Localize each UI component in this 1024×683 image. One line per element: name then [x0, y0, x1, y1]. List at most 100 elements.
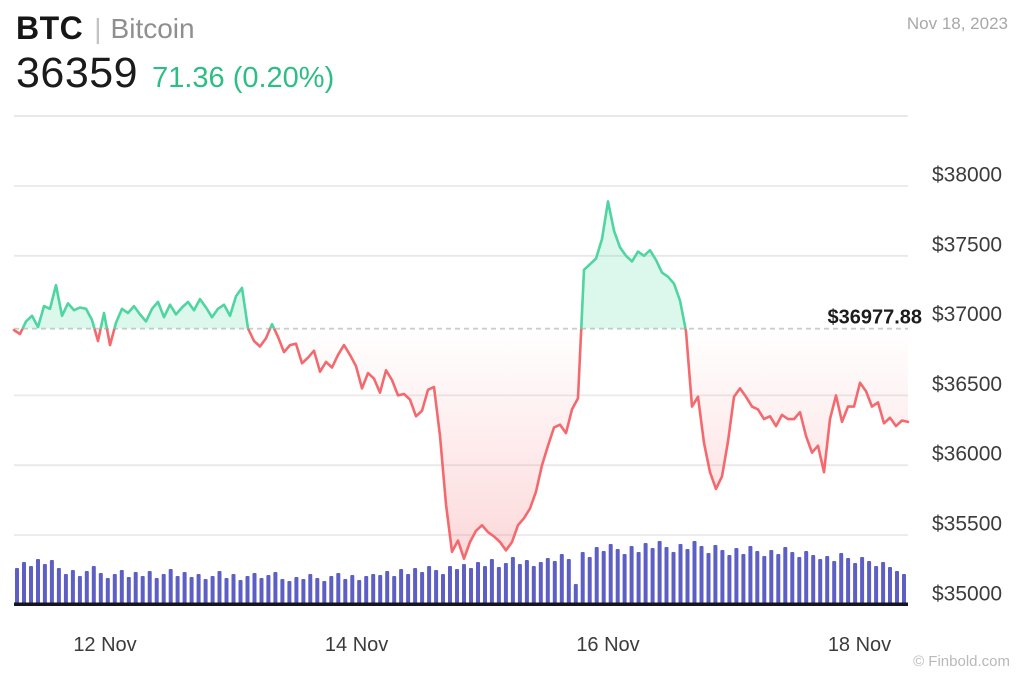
volume-bar [154, 578, 159, 604]
volume-bar [357, 580, 362, 604]
volume-bar [601, 551, 606, 604]
volume-bar [77, 576, 82, 604]
volume-bar [517, 564, 522, 604]
volume-bar [455, 569, 459, 604]
volume-bar [336, 573, 341, 604]
volume-bar [182, 572, 187, 604]
volume-bar [881, 562, 886, 604]
volume-bar [476, 562, 480, 604]
volume-bar [636, 552, 641, 604]
y-axis-label: $36000 [932, 443, 1002, 466]
volume-bar [238, 580, 243, 604]
volume-bar [839, 553, 844, 604]
volume-bar [406, 574, 411, 604]
volume-bar [895, 571, 899, 604]
volume-bar [245, 576, 250, 604]
volume-bar [224, 578, 229, 604]
volume-bar [84, 571, 89, 604]
volume-bar [608, 544, 613, 604]
volume-bar [531, 566, 536, 604]
volume-bar [727, 555, 732, 604]
volume-bar [42, 564, 47, 604]
volume-bar [217, 571, 222, 604]
volume-bar [70, 570, 75, 604]
volume-bar [385, 571, 390, 604]
volume-bar [420, 572, 425, 604]
volume-bar [448, 566, 452, 604]
volume-bar [364, 576, 369, 604]
volume-bar [252, 573, 257, 604]
volume-bar [371, 574, 376, 604]
volume-bar [643, 543, 648, 604]
volume-bar [56, 568, 61, 604]
volume-bar [147, 571, 152, 604]
volume-bar [378, 575, 383, 604]
volume-bar [49, 560, 54, 604]
volume-bar [888, 567, 892, 604]
volume-bar [748, 546, 753, 604]
volume-bar [902, 574, 906, 604]
volume-bar [350, 575, 355, 604]
volume-bar [559, 554, 564, 604]
volume-bar [29, 566, 33, 604]
volume-bar [650, 548, 655, 604]
volume-bar [98, 573, 103, 604]
volume-bar [832, 561, 837, 604]
volume-bar [846, 558, 851, 604]
volume-bar [629, 546, 634, 604]
x-axis-base [14, 602, 908, 606]
y-axis-label: $38000 [932, 164, 1002, 187]
area-below-threshold [14, 328, 908, 559]
volume-bar [126, 577, 131, 604]
volume-bar [818, 559, 823, 604]
volume-bar [203, 579, 208, 604]
volume-bar [105, 578, 110, 604]
volume-bar [853, 563, 858, 604]
volume-bar [825, 556, 830, 604]
volume-bar [161, 574, 166, 604]
volume-bar [720, 550, 725, 604]
volume-bar [804, 551, 809, 604]
volume-bar [755, 551, 760, 604]
y-axis-label: $37000 [932, 303, 1002, 326]
price-change: 71.36 (0.20%) [152, 62, 335, 94]
volume-bar [273, 572, 278, 604]
volume-bar [671, 552, 676, 604]
volume-bar [140, 576, 145, 604]
y-axis-label: $37500 [932, 233, 1002, 256]
volume-bar [797, 557, 802, 604]
volume-bar [860, 557, 865, 604]
volume-bar [706, 553, 711, 604]
volume-bar [776, 554, 781, 604]
volume-bar [343, 579, 348, 604]
volume-bar [538, 562, 543, 604]
volume-bar [91, 566, 96, 604]
volume-bar [685, 549, 690, 604]
volume-bar [322, 581, 327, 604]
volume-bar [413, 568, 418, 604]
x-axis-label: 14 Nov [325, 634, 388, 656]
title-separator: | [94, 12, 102, 44]
x-axis-label: 16 Nov [576, 634, 639, 656]
watermark: © Finbold.com [913, 653, 1010, 670]
volume-bar [210, 576, 215, 604]
volume-bar [769, 550, 774, 604]
volume-bar [734, 548, 739, 604]
ticker-symbol: BTC [16, 10, 84, 46]
volume-bar [287, 581, 292, 604]
volume-bar [783, 547, 788, 604]
volume-bar [573, 584, 578, 604]
volume-bar [301, 579, 306, 604]
current-price: 36359 [16, 49, 139, 97]
volume-bar [566, 559, 571, 604]
volume-bar [489, 559, 494, 604]
volume-bar [483, 566, 487, 604]
volume-bar [427, 566, 432, 604]
volume-bar [713, 545, 718, 604]
x-axis-label: 12 Nov [73, 634, 136, 656]
date-label: Nov 18, 2023 [906, 14, 1008, 33]
volume-bar [259, 578, 264, 604]
volume-bar [692, 541, 697, 604]
volume-bar [266, 575, 271, 604]
